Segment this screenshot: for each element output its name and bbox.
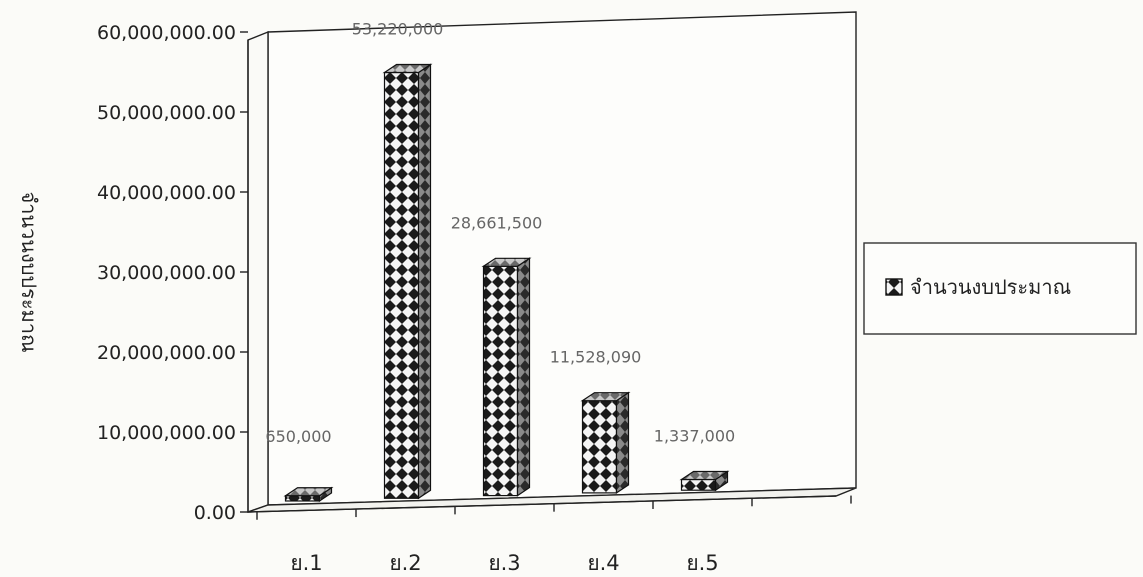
bar-side	[516, 257, 531, 497]
data-label: 53,220,000	[352, 20, 444, 39]
x-tick-label: ย.2	[389, 551, 421, 575]
bar-front	[680, 478, 717, 491]
x-tick-label: ย.4	[587, 551, 619, 575]
y-tick-label: 20,000,000.00	[97, 342, 236, 364]
x-tick-label: ย.3	[488, 551, 520, 575]
y-tick-label: 0.00	[194, 502, 236, 524]
x-tick-label: ย.5	[686, 551, 718, 575]
y-tick-label: 60,000,000.00	[97, 22, 236, 44]
x-tick-label: ย.1	[290, 551, 322, 575]
bar-front	[581, 400, 618, 494]
bar	[679, 470, 730, 492]
legend: จำนวนงบประมาณ	[863, 242, 1137, 335]
bar-side	[615, 391, 630, 495]
y-tick-label: 40,000,000.00	[97, 182, 236, 204]
data-labels: 650,000 53,220,000 28,661,500 11,528,090 1,3…	[265, 20, 735, 446]
bar-top	[481, 257, 532, 267]
data-label: 650,000	[265, 427, 331, 446]
bar-top	[283, 487, 334, 497]
bar	[382, 63, 433, 500]
y-tick-label: 50,000,000.00	[97, 102, 236, 124]
y-tick-label: 10,000,000.00	[97, 422, 236, 444]
y-axis-label: จำนวนงบประมาณ	[17, 191, 41, 352]
data-label: 28,661,500	[451, 213, 543, 232]
bar-side	[417, 63, 432, 500]
data-label: 11,528,090	[550, 348, 642, 367]
y-axis-ticks: 0.00 10,000,000.00 20,000,000.00 30,000,000…	[97, 22, 248, 524]
x-axis	[247, 495, 837, 513]
plot-area	[247, 11, 857, 513]
bar-front	[284, 495, 321, 502]
x-axis-ticks: ย.1 ย.2 ย.3 ย.4 ย.5	[256, 495, 852, 575]
legend-box	[863, 242, 1137, 335]
bar-top	[580, 392, 631, 402]
bars	[283, 63, 730, 503]
legend-label: จำนวนงบประมาณ	[910, 275, 1071, 299]
bar	[283, 486, 334, 503]
bar-top	[382, 63, 433, 74]
data-label: 1,337,000	[654, 427, 735, 446]
bar	[481, 257, 532, 497]
bar-front	[482, 265, 519, 497]
legend-swatch	[885, 278, 903, 296]
bar-top	[679, 470, 730, 481]
y-tick-label: 30,000,000.00	[97, 262, 236, 284]
bar-front	[383, 71, 420, 499]
bar	[580, 391, 631, 495]
